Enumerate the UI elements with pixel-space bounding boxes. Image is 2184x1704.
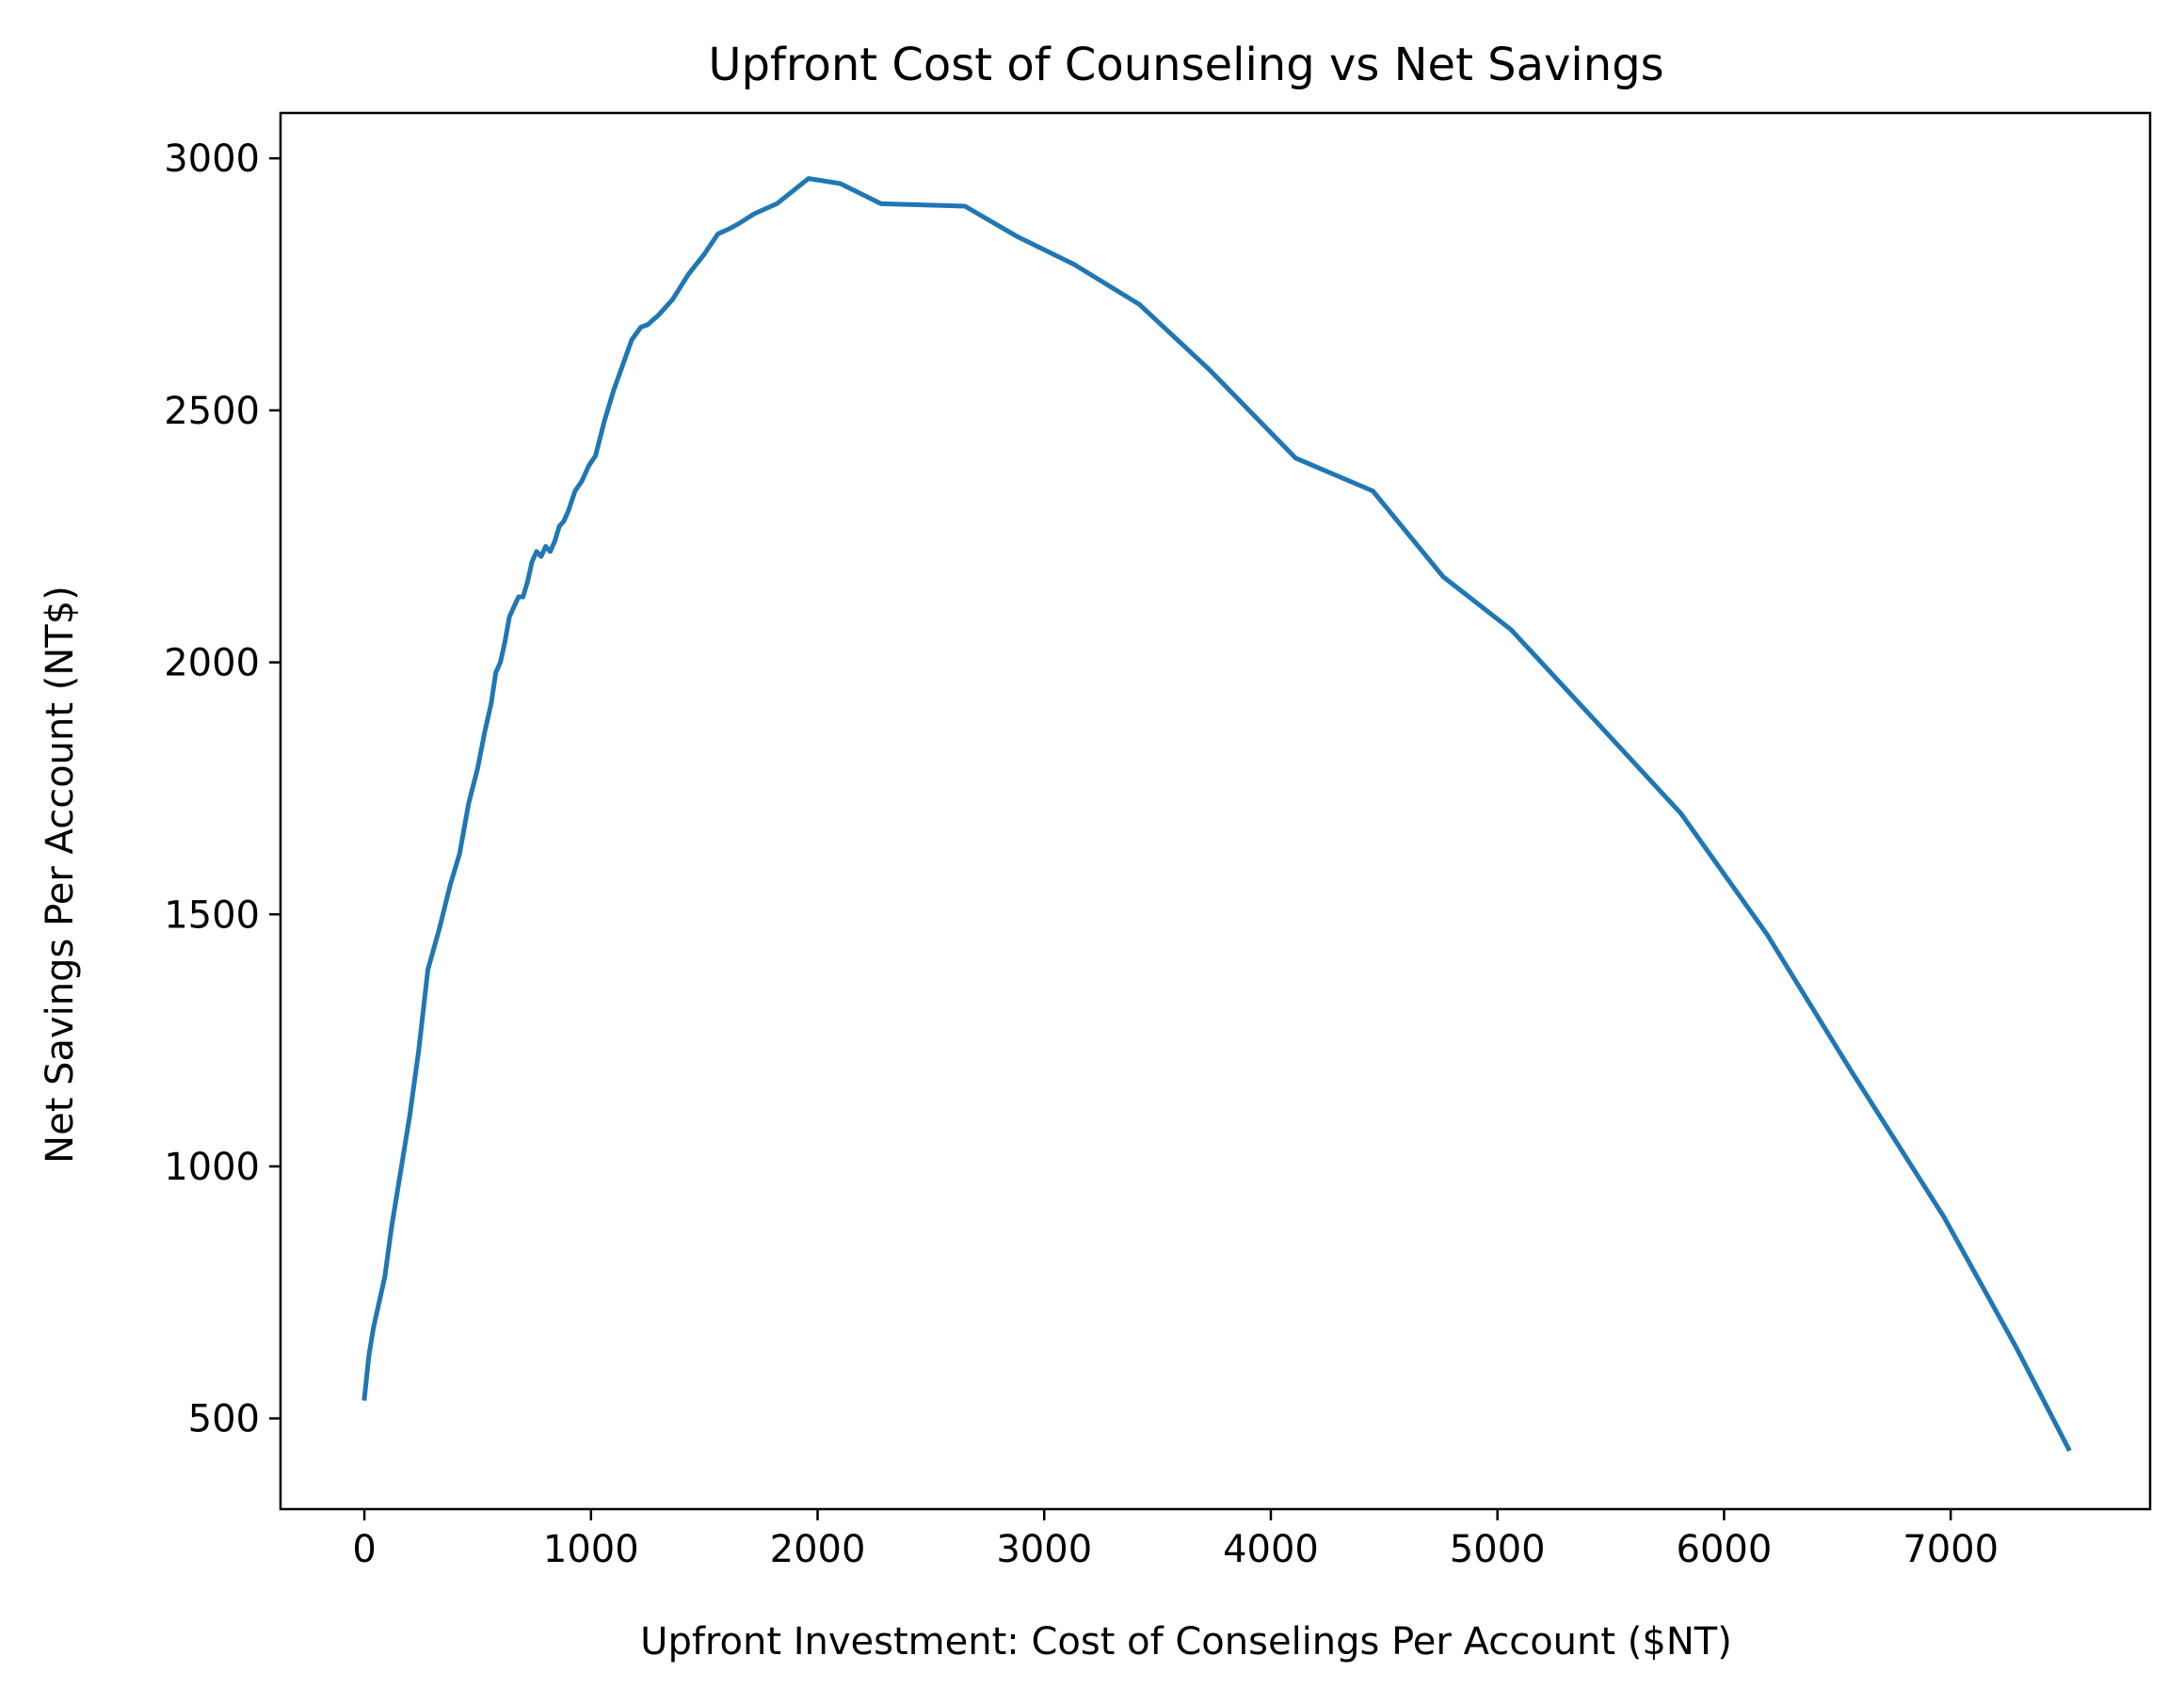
- series-line-0: [361, 176, 2072, 1453]
- y-axis-ticks: 500 1000 1500 2000 2500 3000: [164, 137, 281, 1441]
- x-tick-label: 6000: [1677, 1528, 1773, 1571]
- chart-title: Upfront Cost of Counseling vs Net Saving…: [708, 39, 1663, 91]
- x-axis-label: Upfront Investment: Cost of Conselings P…: [640, 1620, 1732, 1664]
- plot-area: [279, 111, 2152, 1511]
- x-tick-label: 2000: [770, 1528, 866, 1571]
- x-tick-label: 3000: [996, 1528, 1092, 1571]
- y-tick-label: 3000: [164, 137, 260, 181]
- axes-frame: [279, 111, 2152, 1511]
- y-tick-label: 1500: [164, 893, 260, 937]
- x-tick-label: 4000: [1223, 1528, 1319, 1571]
- y-tick-label: 1000: [164, 1146, 260, 1189]
- y-axis-label: Net Savings Per Account (NT$): [39, 586, 82, 1164]
- x-tick-label: 7000: [1903, 1528, 1999, 1571]
- x-tick-label: 5000: [1450, 1528, 1546, 1571]
- y-tick-label: 500: [188, 1398, 260, 1441]
- y-tick-label: 2000: [164, 642, 260, 685]
- x-tick-label: 0: [352, 1528, 376, 1571]
- x-axis-ticks: 0 1000 2000 3000 4000 5000 6000 7000: [352, 1509, 1999, 1571]
- x-tick-label: 1000: [543, 1528, 639, 1571]
- y-tick-label: 2500: [164, 390, 260, 433]
